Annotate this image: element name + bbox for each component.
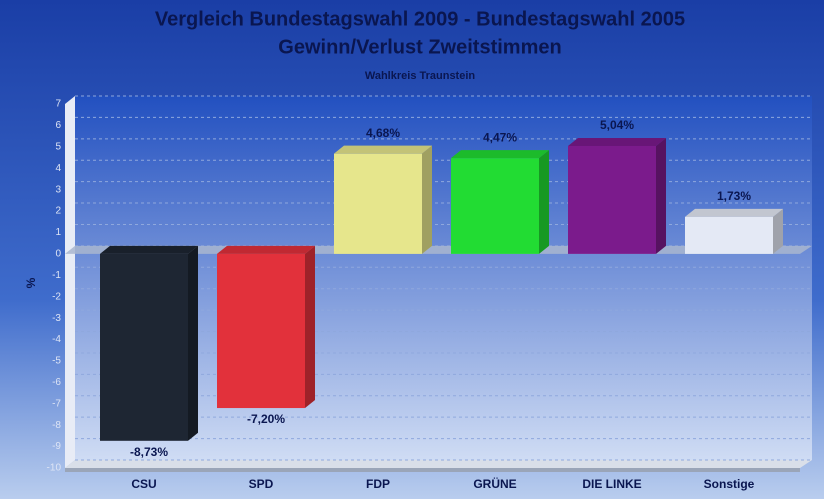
x-tick-label: DIE LINKE [582, 477, 641, 491]
y-tick-label: -3 [52, 313, 61, 324]
value-label: -7,20% [247, 412, 285, 426]
y-axis-label: % [24, 277, 38, 288]
side-wall [65, 96, 75, 468]
y-tick-label: -1 [52, 270, 61, 281]
bar-top [451, 150, 549, 159]
bar-side [188, 245, 198, 441]
chart-subtitle: Wahlkreis Traunstein [365, 70, 476, 82]
x-tick-label: CSU [131, 477, 156, 491]
bar-side-shade [656, 137, 666, 254]
y-tick-label: 1 [55, 227, 61, 238]
y-tick-label: -9 [52, 441, 61, 452]
y-tick-label: -2 [52, 291, 61, 302]
y-tick-label: -8 [52, 420, 61, 431]
y-tick-label: -7 [52, 398, 61, 409]
y-tick-label: 4 [55, 163, 61, 174]
value-label: 4,47% [483, 130, 517, 144]
bar [334, 153, 422, 254]
bar-top [100, 245, 198, 254]
bar-side [305, 245, 315, 409]
floor-edge [65, 468, 800, 472]
value-label: 5,04% [600, 118, 634, 132]
bar-side-shade [773, 208, 783, 254]
y-tick-label: -10 [47, 463, 62, 474]
y-tick-label: -5 [52, 356, 61, 367]
bar-top-shade [100, 245, 198, 254]
bar-side-shade [305, 245, 315, 409]
bar-side-shade [539, 150, 549, 254]
bar-top [568, 137, 666, 146]
bar-side [656, 137, 666, 254]
bar-top [685, 208, 783, 217]
value-label: 4,68% [366, 126, 400, 140]
bar-top-shade [685, 208, 783, 217]
bar-top-shade [568, 137, 666, 146]
bar [100, 253, 188, 441]
chart-title: Gewinn/Verlust Zweitstimmen [278, 36, 561, 58]
bar-top [217, 245, 315, 254]
bar-top-shade [217, 245, 315, 254]
bar-side [773, 208, 783, 254]
value-label: 1,73% [717, 189, 751, 203]
bar [451, 158, 539, 254]
y-tick-label: 3 [55, 184, 61, 195]
bar [568, 145, 656, 254]
y-tick-label: 6 [55, 120, 61, 131]
y-tick-label: 0 [55, 249, 61, 260]
y-tick-label: -6 [52, 377, 61, 388]
bar [217, 253, 305, 409]
x-tick-label: GRÜNE [473, 476, 516, 491]
x-tick-label: FDP [366, 477, 390, 491]
value-label: -8,73% [130, 445, 168, 459]
bar-side-shade [188, 245, 198, 441]
bar-top-shade [451, 150, 549, 159]
bar-side-shade [422, 145, 432, 254]
bar-side [539, 150, 549, 254]
chart-title: Vergleich Bundestagswahl 2009 - Bundesta… [155, 8, 685, 30]
y-tick-label: 2 [55, 206, 61, 217]
bar [685, 216, 773, 254]
y-tick-label: 5 [55, 141, 61, 152]
x-tick-label: SPD [249, 477, 274, 491]
bar-side [422, 145, 432, 254]
y-tick-label: -4 [52, 334, 61, 345]
bar-top-shade [334, 145, 432, 154]
bar-top [334, 145, 432, 154]
floor [65, 460, 812, 468]
y-tick-label: 7 [55, 99, 61, 110]
x-tick-label: Sonstige [704, 477, 755, 491]
